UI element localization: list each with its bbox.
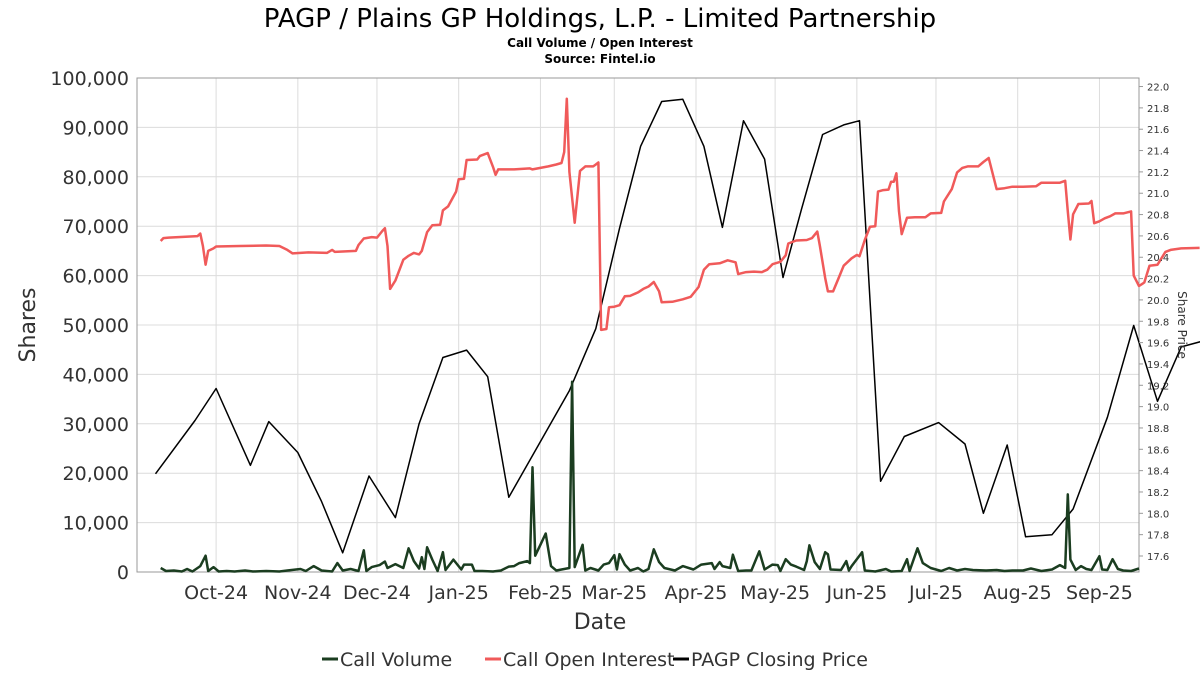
x-tick-label: Dec-24: [343, 582, 411, 604]
x-tick-label: Jan-25: [428, 582, 489, 604]
y2-tick-label: 21.0: [1147, 189, 1169, 200]
y2-tick-label: 19.0: [1147, 403, 1169, 414]
y2-tick-label: 20.4: [1147, 253, 1169, 264]
y-tick-label: 90,000: [63, 117, 129, 139]
y2-tick-label: 21.4: [1147, 147, 1169, 158]
x-tick-label: Jun-25: [825, 582, 887, 604]
legend-label: Call Open Interest: [503, 649, 675, 671]
y-tick-label: 60,000: [63, 266, 129, 288]
plot-area: [136, 77, 1140, 573]
series-line-call-volume: [160, 380, 1140, 573]
y-tick-label: 0: [117, 562, 129, 584]
y2-tick-label: 20.6: [1147, 232, 1169, 243]
y-tick-label: 30,000: [63, 414, 129, 436]
x-tick-label: Mar-25: [581, 582, 647, 604]
y-tick-label: 10,000: [63, 513, 129, 535]
chart-source: Source: Fintel.io: [544, 52, 655, 66]
y2-tick-label: 18.0: [1147, 509, 1169, 520]
y2-axis-label: Share Price: [1175, 291, 1189, 359]
y-tick-label: 70,000: [63, 216, 129, 238]
y2-tick-label: 20.2: [1147, 275, 1169, 286]
series-layer: [154, 97, 1200, 573]
x-axis-label: Date: [574, 610, 627, 635]
y-tick-label: 50,000: [63, 315, 129, 337]
legend-label: Call Volume: [340, 649, 452, 671]
x-tick-label: Apr-25: [665, 582, 728, 604]
y-tick-label: 80,000: [63, 167, 129, 189]
y2-tick-label: 18.8: [1147, 424, 1169, 435]
x-tick-label: Sep-25: [1066, 582, 1133, 604]
y2-tick-label: 21.8: [1147, 104, 1169, 115]
y2-tick-label: 21.6: [1147, 125, 1169, 136]
y2-tick-label: 18.4: [1147, 467, 1169, 478]
y2-tick-label: 17.6: [1147, 552, 1169, 563]
y2-tick-label: 19.2: [1147, 381, 1169, 392]
x-tick-label: Jul-25: [908, 582, 963, 604]
y2-tick-label: 18.6: [1147, 445, 1169, 456]
legend-label: PAGP Closing Price: [691, 649, 868, 671]
y2-tick-label: 21.2: [1147, 168, 1169, 179]
series-line-pagp-closing-price: [154, 98, 1200, 554]
y2-tick-label: 22.0: [1147, 83, 1169, 94]
y-tick-label: 100,000: [50, 68, 129, 90]
y2-tick-label: 19.8: [1147, 317, 1169, 328]
y2-tick-label: 19.4: [1147, 360, 1169, 371]
y2-tick-label: 20.0: [1147, 296, 1169, 307]
legend: Call Volume Call Open Interest PAGP Closin…: [322, 649, 868, 671]
x-tick-label: Nov-24: [264, 582, 332, 604]
y2-tick-label: 18.2: [1147, 488, 1169, 499]
y2-tick-label: 17.8: [1147, 531, 1169, 542]
chart-title: PAGP / Plains GP Holdings, L.P. - Limite…: [264, 4, 936, 34]
y2-tick-label: 20.8: [1147, 211, 1169, 222]
y-axis-left: 0 10,000 20,000 30,000 40,000 50,000 60,000 70,…: [50, 68, 129, 584]
series-line-call-open-interest: [159, 97, 1200, 332]
x-axis: Oct-24 Nov-24 Dec-24 Jan-25 Feb-25 Mar-25 Apr-…: [184, 582, 1133, 604]
x-tick-label: Oct-24: [184, 582, 248, 604]
y-axis-label: Shares: [16, 288, 41, 363]
x-tick-label: May-25: [740, 582, 810, 604]
chart-subtitle: Call Volume / Open Interest: [507, 36, 693, 50]
x-tick-label: Aug-25: [984, 582, 1052, 604]
y-tick-label: 40,000: [63, 364, 129, 386]
x-tick-label: Feb-25: [508, 582, 573, 604]
y-axis-right: 17.6 17.8 18.0 18.2 18.4 18.6 18.8 19.0 19.2 19.4…: [1139, 83, 1169, 563]
y-tick-label: 20,000: [63, 463, 129, 485]
y2-tick-label: 19.6: [1147, 339, 1169, 350]
